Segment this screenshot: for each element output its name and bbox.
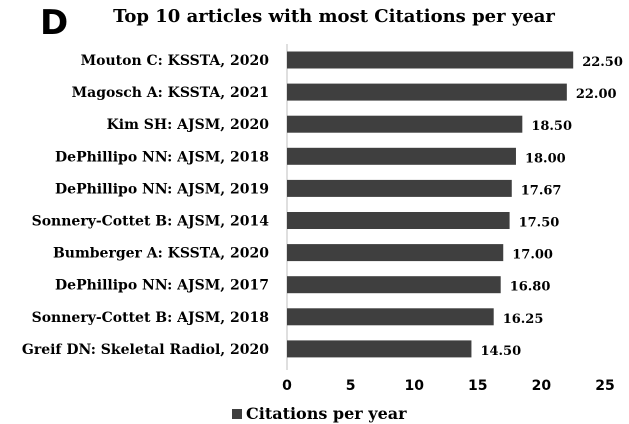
data-label: 14.50: [480, 344, 521, 359]
legend-swatch: [232, 408, 242, 419]
x-tick-label: 15: [468, 378, 487, 394]
x-tick-label: 10: [404, 378, 424, 394]
category-label: Sonnery-Cottet B: AJSM, 2014: [32, 214, 270, 230]
panel-letter: D: [40, 3, 69, 43]
x-tick-label: 5: [346, 378, 356, 394]
data-label: 16.80: [510, 280, 551, 295]
category-label: DePhillipo NN: AJSM, 2018: [55, 149, 269, 165]
category-label: Bumberger A: KSSTA, 2020: [53, 246, 269, 262]
data-label: 17.00: [512, 248, 553, 263]
category-label: Mouton C: KSSTA, 2020: [81, 53, 270, 69]
bar: [287, 115, 523, 133]
chart-title: Top 10 articles with most Citations per …: [113, 6, 555, 27]
category-label: Magosch A: KSSTA, 2021: [72, 85, 269, 101]
data-label: 16.25: [503, 312, 544, 327]
bar: [287, 308, 494, 326]
category-label: Sonnery-Cottet B: AJSM, 2018: [32, 310, 269, 326]
category-label: Greif DN: Skeletal Radiol, 2020: [22, 342, 269, 358]
category-label: DePhillipo NN: AJSM, 2019: [55, 181, 269, 197]
bar: [287, 212, 510, 229]
x-tick-label: 20: [532, 378, 552, 394]
bar: [287, 147, 516, 165]
data-label: 22.50: [582, 55, 623, 70]
data-label: 22.00: [576, 87, 617, 102]
bar: [287, 51, 574, 69]
bar: [287, 340, 472, 358]
x-tick-label: 25: [595, 378, 614, 394]
bar: [287, 83, 567, 101]
legend-label: Citations per year: [246, 404, 407, 423]
bar: [287, 179, 512, 197]
data-label: 18.00: [525, 151, 566, 166]
bar: [287, 276, 501, 294]
data-label: 17.67: [521, 183, 562, 198]
data-label: 18.50: [531, 119, 572, 134]
category-label: DePhillipo NN: AJSM, 2017: [55, 278, 269, 294]
x-tick-label: 0: [282, 378, 292, 394]
bar: [287, 244, 504, 262]
legend: Citations per year: [232, 404, 407, 423]
data-label: 17.50: [519, 216, 560, 231]
category-label: Kim SH: AJSM, 2020: [107, 117, 270, 133]
